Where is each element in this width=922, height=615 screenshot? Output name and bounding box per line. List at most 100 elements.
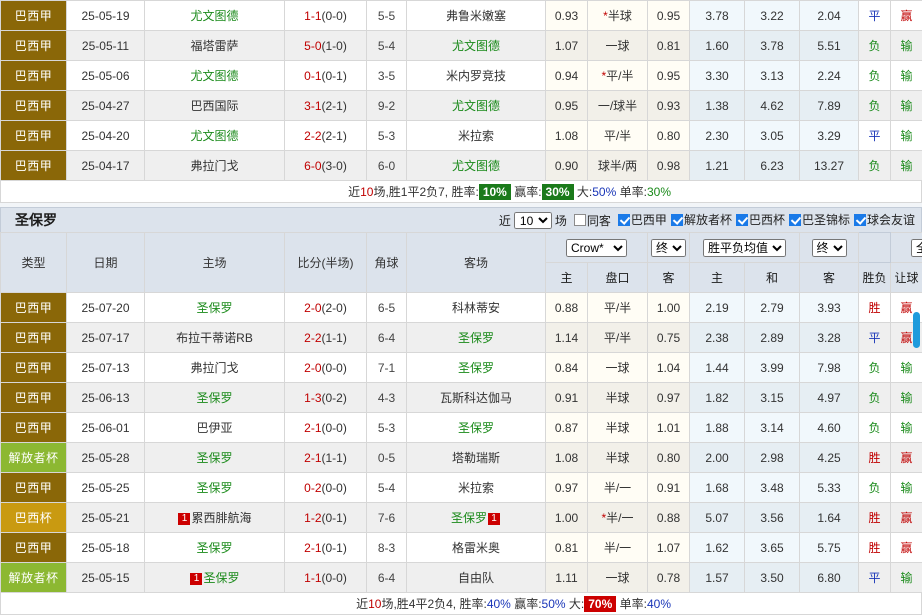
cell-competition-type[interactable]: 巴西甲 [1, 383, 67, 413]
same-away-filter[interactable]: 同客 [570, 212, 611, 229]
team-name[interactable]: 圣保罗 [451, 511, 487, 525]
cell-home-team[interactable]: 圣保罗 [145, 293, 285, 323]
team-name[interactable]: 米内罗竞技 [446, 69, 506, 83]
team-name[interactable]: 圣保罗 [196, 301, 232, 315]
cell-score[interactable]: 1-1(0-0) [285, 1, 367, 31]
cell-competition-type[interactable]: 巴西甲 [1, 293, 67, 323]
cell-competition-type[interactable]: 巴西甲 [1, 1, 67, 31]
team-name[interactable]: 圣保罗 [203, 571, 239, 585]
cell-competition-type[interactable]: 巴西甲 [1, 413, 67, 443]
cell-score[interactable]: 6-0(3-0) [285, 151, 367, 181]
bookmaker-select[interactable]: Crow*MacauBet365 [566, 239, 627, 257]
cell-score[interactable]: 0-1(0-1) [285, 61, 367, 91]
same-away-checkbox[interactable] [574, 214, 586, 226]
cell-away-team[interactable]: 米拉索 [407, 473, 546, 503]
cell-away-team[interactable]: 圣保罗 [407, 413, 546, 443]
cell-competition-type[interactable]: 巴西甲 [1, 473, 67, 503]
scope-select[interactable]: 全场半场 [911, 239, 922, 257]
competition-filter-3[interactable]: 巴圣锦标 [785, 211, 850, 228]
cell-home-team[interactable]: 尤文图德 [145, 121, 285, 151]
competition-filter-4[interactable]: 球会友谊 [850, 211, 915, 228]
cell-home-team[interactable]: 巴伊亚 [145, 413, 285, 443]
team-name[interactable]: 尤文图德 [190, 129, 238, 143]
cell-away-team[interactable]: 米拉索 [407, 121, 546, 151]
match-count-select[interactable]: 6102030 [514, 212, 552, 229]
cell-home-team[interactable]: 巴西国际 [145, 91, 285, 121]
cell-competition-type[interactable]: 解放者杯 [1, 443, 67, 473]
team-name[interactable]: 尤文图德 [190, 69, 238, 83]
cell-score[interactable]: 3-1(2-1) [285, 91, 367, 121]
cell-score[interactable]: 2-2(2-1) [285, 121, 367, 151]
cell-away-team[interactable]: 科林蒂安 [407, 293, 546, 323]
cell-away-team[interactable]: 尤文图德 [407, 91, 546, 121]
competition-filter-1[interactable]: 解放者杯 [667, 211, 732, 228]
odds-type-select[interactable]: 胜平负均值欧赔 [703, 239, 786, 257]
cell-away-team[interactable]: 塔勒瑞斯 [407, 443, 546, 473]
cell-competition-type[interactable]: 巴西甲 [1, 61, 67, 91]
cell-away-team[interactable]: 瓦斯科达伽马 [407, 383, 546, 413]
team-name[interactable]: 尤文图德 [190, 9, 238, 23]
team-name[interactable]: 科林蒂安 [452, 301, 500, 315]
team-name[interactable]: 圣保罗 [196, 541, 232, 555]
team-name[interactable]: 布拉干蒂诺RB [176, 331, 253, 345]
cell-score[interactable]: 1-1(0-0) [285, 563, 367, 593]
cell-competition-type[interactable]: 巴西甲 [1, 31, 67, 61]
competition-filter-0[interactable]: 巴西甲 [614, 211, 667, 228]
cell-score[interactable]: 2-0(2-0) [285, 293, 367, 323]
team-name[interactable]: 格雷米奥 [452, 541, 500, 555]
team-name[interactable]: 福塔雷萨 [190, 39, 238, 53]
team-name[interactable]: 圣保罗 [458, 421, 494, 435]
team-name[interactable]: 圣保罗 [196, 481, 232, 495]
odds-time-select[interactable]: 初终 [812, 239, 847, 257]
competition-checkbox[interactable] [789, 214, 801, 226]
competition-filter-2[interactable]: 巴西杯 [732, 211, 785, 228]
cell-home-team[interactable]: 弗拉门戈 [145, 151, 285, 181]
cell-away-team[interactable]: 弗鲁米嫩塞 [407, 1, 546, 31]
cell-competition-type[interactable]: 巴西甲 [1, 533, 67, 563]
team-name[interactable]: 巴西国际 [190, 99, 238, 113]
team-name[interactable]: 尤文图德 [452, 99, 500, 113]
cell-score[interactable]: 2-1(0-1) [285, 533, 367, 563]
cell-home-team[interactable]: 圣保罗 [145, 473, 285, 503]
cell-away-team[interactable]: 圣保罗 [407, 353, 546, 383]
cell-competition-type[interactable]: 巴西甲 [1, 91, 67, 121]
team-name[interactable]: 巴伊亚 [196, 421, 232, 435]
team-name[interactable]: 累西腓航海 [191, 511, 251, 525]
team-name[interactable]: 自由队 [458, 571, 494, 585]
team-name[interactable]: 弗拉门戈 [190, 159, 238, 173]
cell-home-team[interactable]: 圣保罗 [145, 533, 285, 563]
team-name[interactable]: 米拉索 [458, 481, 494, 495]
scroll-indicator[interactable] [913, 312, 920, 348]
cell-score[interactable]: 5-0(1-0) [285, 31, 367, 61]
cell-competition-type[interactable]: 巴西杯 [1, 503, 67, 533]
cell-away-team[interactable]: 自由队 [407, 563, 546, 593]
cell-home-team[interactable]: 弗拉门戈 [145, 353, 285, 383]
cell-score[interactable]: 2-1(0-0) [285, 413, 367, 443]
cell-score[interactable]: 2-1(1-1) [285, 443, 367, 473]
cell-home-team[interactable]: 福塔雷萨 [145, 31, 285, 61]
cell-competition-type[interactable]: 解放者杯 [1, 563, 67, 593]
team-name[interactable]: 圣保罗 [196, 451, 232, 465]
cell-away-team[interactable]: 格雷米奥 [407, 533, 546, 563]
team-name[interactable]: 米拉索 [458, 129, 494, 143]
team-name[interactable]: 弗鲁米嫩塞 [446, 9, 506, 23]
cell-score[interactable]: 2-2(1-1) [285, 323, 367, 353]
team-name[interactable]: 尤文图德 [452, 159, 500, 173]
cell-score[interactable]: 2-0(0-0) [285, 353, 367, 383]
cell-competition-type[interactable]: 巴西甲 [1, 121, 67, 151]
cell-home-team[interactable]: 圣保罗 [145, 383, 285, 413]
team-name[interactable]: 塔勒瑞斯 [452, 451, 500, 465]
cell-competition-type[interactable]: 巴西甲 [1, 151, 67, 181]
competition-checkbox[interactable] [671, 214, 683, 226]
cell-home-team[interactable]: 尤文图德 [145, 61, 285, 91]
